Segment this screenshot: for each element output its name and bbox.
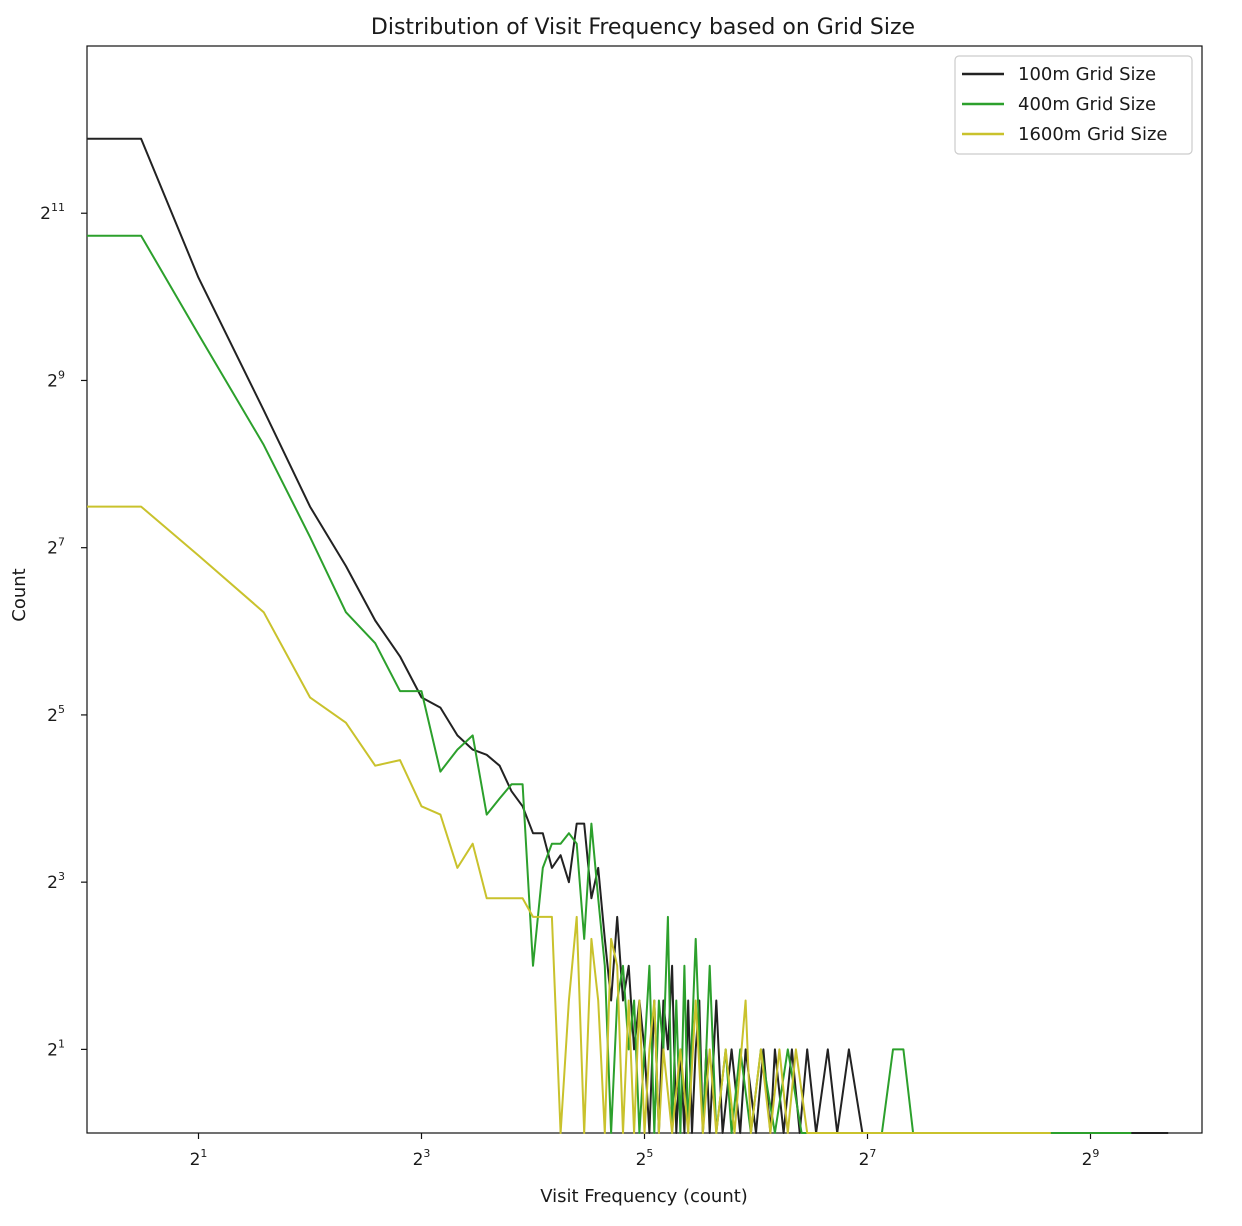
y-tick-label: 25 [47,703,65,726]
x-tick-label: 23 [413,1147,431,1170]
legend-label: 100m Grid Size [1018,64,1156,85]
x-tick-label: 21 [190,1147,208,1170]
legend-label: 400m Grid Size [1018,94,1156,115]
x-tick-label: 29 [1082,1147,1100,1170]
series-line [87,137,1169,1134]
series-layer [87,137,1169,1134]
legend-box [954,55,1193,155]
y-tick-label: 21 [47,1037,65,1060]
legend: 100m Grid Size 400m Grid Size 1600m Grid S… [954,55,1193,155]
y-tick-label: 29 [47,368,65,391]
series-line [87,505,1051,1134]
plot-frame [86,45,1203,1134]
legend-label: 1600m Grid Size [1018,124,1168,145]
x-tick-label: 27 [859,1147,877,1170]
y-tick-label: 27 [47,536,65,559]
x-axis-label: Visit Frequency (count) [540,1186,748,1207]
y-tick-label: 23 [47,870,65,893]
y-axis-ticks: 21 23 25 27 29 211 [40,201,87,1060]
x-axis-ticks: 21 23 25 27 29 [190,1133,1100,1170]
chart-title: Distribution of Visit Frequency based on… [371,15,915,40]
y-axis-label: Count [9,568,30,621]
x-tick-label: 25 [636,1147,654,1170]
y-tick-label: 211 [40,201,65,224]
